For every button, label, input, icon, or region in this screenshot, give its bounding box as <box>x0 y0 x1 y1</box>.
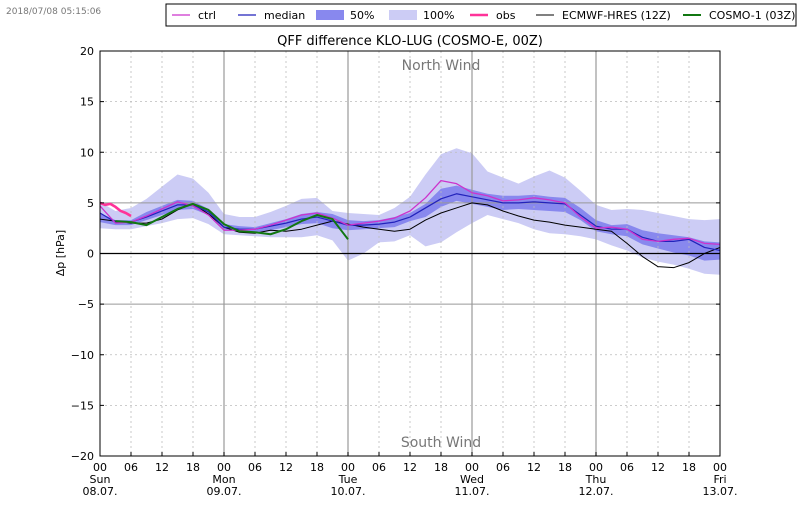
legend-swatch <box>389 10 417 20</box>
y-tick-label: 15 <box>80 96 94 109</box>
legend-label: 50% <box>350 9 374 22</box>
y-tick-label: 5 <box>87 197 94 210</box>
x-tick-label: 18 <box>558 461 572 474</box>
x-tick-label: 00 <box>341 461 355 474</box>
x-date-label: 08.07. <box>83 485 118 498</box>
legend-item-ctrl: ctrl <box>172 9 216 22</box>
x-date-label: 10.07. <box>331 485 366 498</box>
annotations: North Wind South Wind <box>401 58 481 451</box>
legend: ctrl median 50% 100% obs ECMWF-HRES (12Z) COSM… <box>165 3 797 27</box>
x-tick-label: 12 <box>279 461 293 474</box>
legend-label: obs <box>496 9 516 22</box>
chart-title: QFF difference KLO-LUG (COSMO-E, 00Z) <box>277 34 543 49</box>
y-axis-label: Δp [hPa] <box>54 230 67 276</box>
annotation-south-wind: South Wind <box>401 435 481 451</box>
legend-label: COSMO-1 (03Z) <box>709 9 795 22</box>
series-ecmwf-hres-12z <box>99 202 721 269</box>
x-tick-label: 12 <box>527 461 541 474</box>
x-tick-label: 00 <box>217 461 231 474</box>
series-ctrl <box>99 179 721 246</box>
legend-label: ECMWF-HRES (12Z) <box>562 9 671 22</box>
x-date-label: 09.07. <box>207 485 242 498</box>
y-tick-label: −10 <box>71 349 94 362</box>
grid <box>100 51 720 456</box>
series-lines <box>99 179 721 269</box>
legend-item-cosmo-1-03z: COSMO-1 (03Z) <box>683 9 795 22</box>
y-tick-label: 10 <box>80 146 94 159</box>
x-day-label: Mon <box>212 473 235 486</box>
x-tick-label: 18 <box>682 461 696 474</box>
x-tick-label: 18 <box>434 461 448 474</box>
legend-item-ecmwf-hres-12z: ECMWF-HRES (12Z) <box>536 9 671 22</box>
x-date-label: 13.07. <box>703 485 738 498</box>
x-tick-label: 18 <box>186 461 200 474</box>
x-tick-label: 00 <box>93 461 107 474</box>
x-tick-label: 12 <box>403 461 417 474</box>
x-tick-label: 18 <box>310 461 324 474</box>
x-date-label: 11.07. <box>455 485 490 498</box>
series-cosmo-1-03z <box>115 202 349 240</box>
x-tick-label: 12 <box>651 461 665 474</box>
legend-label: median <box>264 9 305 22</box>
x-tick-label: 06 <box>620 461 634 474</box>
y-tick-label: −20 <box>71 450 94 463</box>
y-tick-label: −5 <box>78 298 94 311</box>
x-tick-label: 00 <box>589 461 603 474</box>
timestamp: 2018/07/08 05:15:06 <box>6 7 102 17</box>
x-day-label: Wed <box>460 473 484 486</box>
x-day-label: Tue <box>338 473 358 486</box>
x-tick-label: 06 <box>372 461 386 474</box>
series-median <box>99 193 721 252</box>
x-tick-label: 06 <box>124 461 138 474</box>
x-date-label: 12.07. <box>579 485 614 498</box>
legend-label: ctrl <box>198 9 216 22</box>
series-obs <box>99 201 132 218</box>
y-tick-label: 0 <box>87 248 94 261</box>
legend-item-median: median <box>238 9 305 22</box>
x-day-label: Fri <box>713 473 726 486</box>
y-tick-label: −15 <box>71 399 94 412</box>
legend-swatch <box>316 10 344 20</box>
legend-label: 100% <box>423 9 454 22</box>
x-day-label: Sun <box>90 473 111 486</box>
x-day-label: Thu <box>585 473 607 486</box>
x-tick-label: 00 <box>713 461 727 474</box>
x-tick-label: 00 <box>465 461 479 474</box>
y-tick-label: 20 <box>80 45 94 58</box>
legend-item-p50: 50% <box>316 9 374 22</box>
x-tick-label: 06 <box>496 461 510 474</box>
x-tick-label: 12 <box>155 461 169 474</box>
annotation-north-wind: North Wind <box>402 58 481 74</box>
legend-item-obs: obs <box>470 9 516 22</box>
legend-item-p100: 100% <box>389 9 454 22</box>
x-tick-label: 06 <box>248 461 262 474</box>
y-axis: −20 −15 −10 −5 0 5 10 15 20 <box>71 45 720 463</box>
